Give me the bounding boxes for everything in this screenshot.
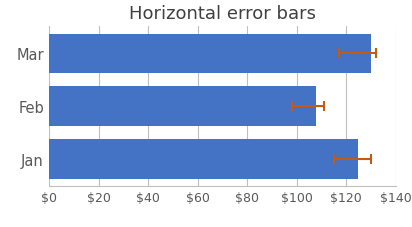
Bar [49, 87, 316, 126]
Title: Horizontal error bars: Horizontal error bars [129, 5, 316, 23]
Bar [49, 140, 358, 179]
Bar [49, 35, 371, 74]
